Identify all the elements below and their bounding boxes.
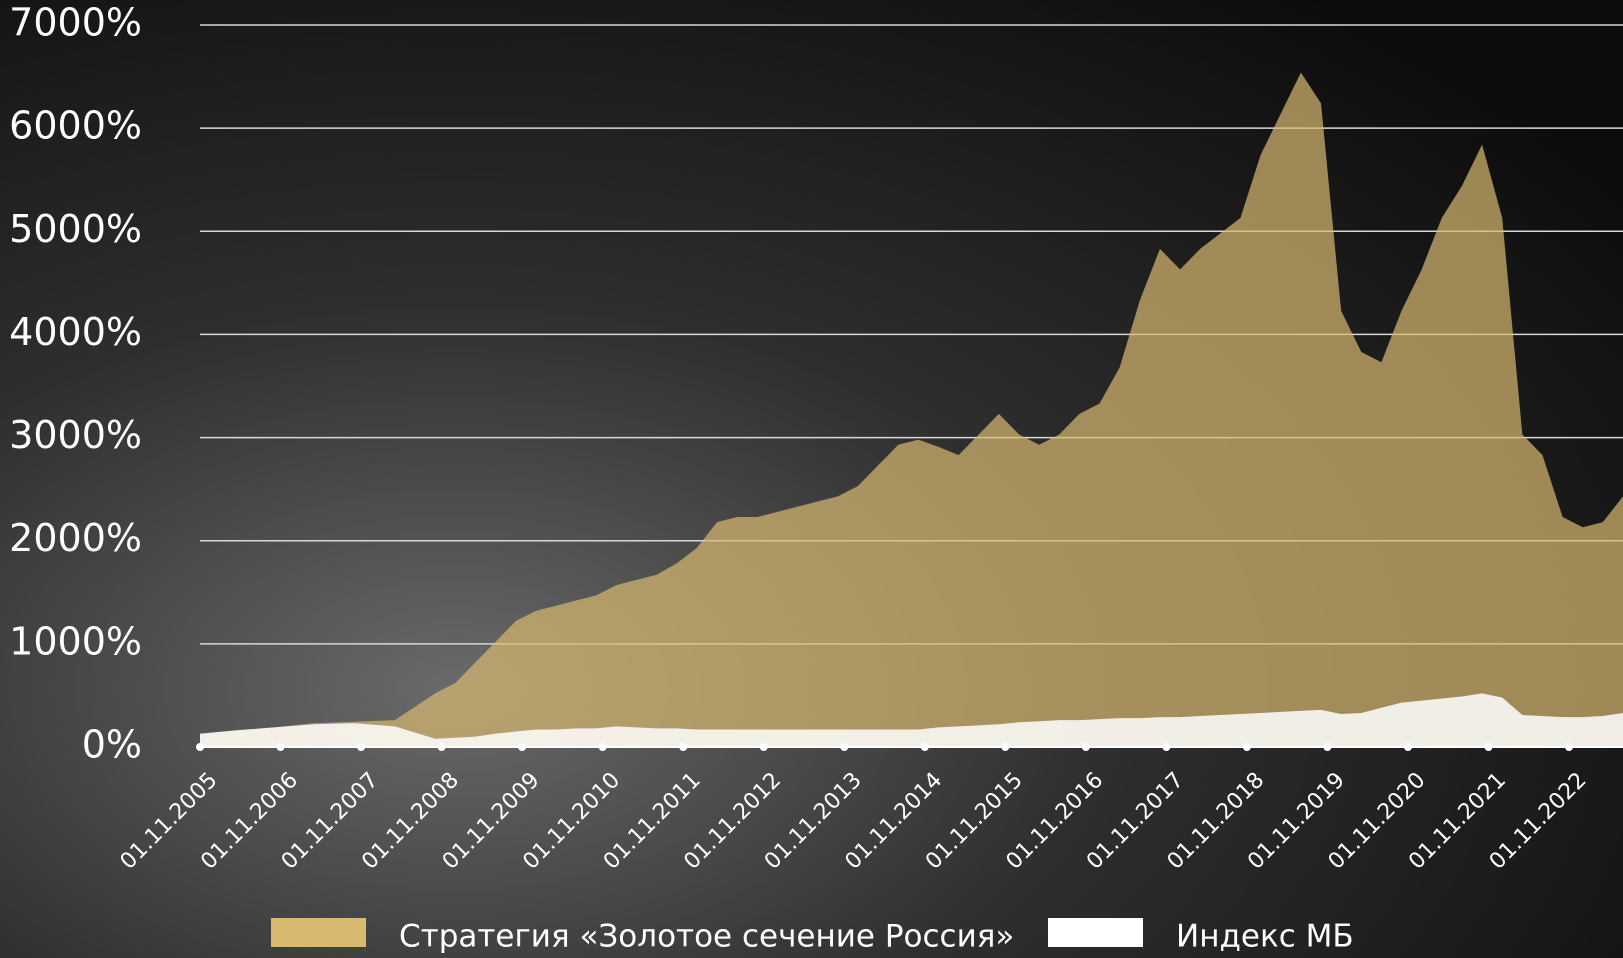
x-tick-dot <box>1243 743 1251 751</box>
chart: 0%1000%2000%3000%4000%5000%6000%7000%01.… <box>0 0 1623 958</box>
y-tick-label: 5000% <box>9 207 142 251</box>
x-tick-dot <box>1565 743 1573 751</box>
x-tick-dot <box>921 743 929 751</box>
legend-label: Индекс МБ <box>1176 919 1354 955</box>
x-tick-dot <box>679 743 687 751</box>
y-tick-label: 1000% <box>9 619 142 663</box>
x-tick-dot <box>1082 743 1090 751</box>
page: 0%1000%2000%3000%4000%5000%6000%7000%01.… <box>0 0 1623 958</box>
x-tick-dot <box>357 743 365 751</box>
y-tick-label: 7000% <box>9 1 142 45</box>
y-tick-label: 2000% <box>9 516 142 560</box>
x-tick-dot <box>1001 743 1009 751</box>
legend-swatch <box>271 918 366 947</box>
x-tick-dot <box>1162 743 1170 751</box>
y-tick-label: 3000% <box>9 413 142 457</box>
x-tick-dot <box>196 743 204 751</box>
y-tick-label: 0% <box>82 723 142 767</box>
x-tick-dot <box>840 743 848 751</box>
x-tick-dot <box>760 743 768 751</box>
x-tick-dot <box>1323 743 1331 751</box>
y-tick-label: 6000% <box>9 104 142 148</box>
x-tick-dot <box>518 743 526 751</box>
x-tick-dot <box>277 743 285 751</box>
x-tick-dot <box>1404 743 1412 751</box>
x-tick-dot <box>1485 743 1493 751</box>
legend-label: Стратегия «Золотое сечение Россия» <box>399 919 1014 955</box>
x-tick-dot <box>438 743 446 751</box>
x-tick-dot <box>599 743 607 751</box>
legend-swatch <box>1048 918 1143 947</box>
y-tick-label: 4000% <box>9 310 142 354</box>
